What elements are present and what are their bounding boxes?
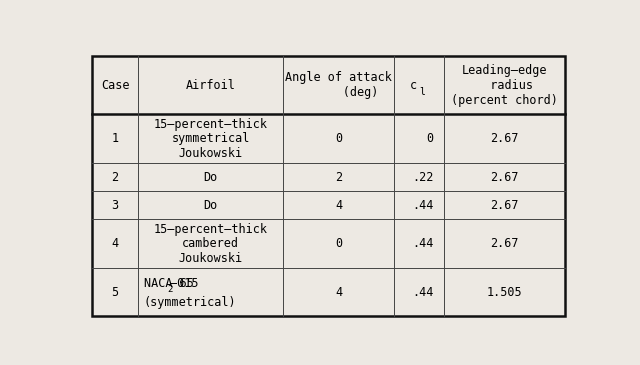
Text: .22: .22 xyxy=(412,170,433,184)
Text: 0: 0 xyxy=(335,237,342,250)
Text: 2: 2 xyxy=(167,285,173,293)
Text: 4: 4 xyxy=(335,286,342,299)
Text: .44: .44 xyxy=(412,199,433,212)
Text: NACA 65: NACA 65 xyxy=(143,277,193,290)
Text: 1.505: 1.505 xyxy=(487,286,522,299)
Text: Airfoil: Airfoil xyxy=(186,79,236,92)
Text: l: l xyxy=(419,87,425,97)
Text: 4: 4 xyxy=(111,237,118,250)
Text: 2.67: 2.67 xyxy=(490,237,519,250)
Text: cambered: cambered xyxy=(182,237,239,250)
Text: Do: Do xyxy=(204,199,218,212)
Text: 0: 0 xyxy=(426,132,433,145)
Text: 4: 4 xyxy=(335,199,342,212)
Text: Joukowski: Joukowski xyxy=(179,147,243,160)
Text: Angle of attack
      (deg): Angle of attack (deg) xyxy=(285,72,392,99)
Text: 2.67: 2.67 xyxy=(490,170,519,184)
Text: 2.67: 2.67 xyxy=(490,199,519,212)
Text: Case: Case xyxy=(100,79,129,92)
Text: 2: 2 xyxy=(335,170,342,184)
Text: c: c xyxy=(410,79,417,92)
Text: Do: Do xyxy=(204,170,218,184)
Text: Leading–edge
  radius
(percent chord): Leading–edge radius (percent chord) xyxy=(451,64,558,107)
Text: .44: .44 xyxy=(412,237,433,250)
Text: 15–percent–thick: 15–percent–thick xyxy=(154,223,268,235)
Text: –015: –015 xyxy=(170,277,199,290)
Text: 2.67: 2.67 xyxy=(490,132,519,145)
Text: .44: .44 xyxy=(412,286,433,299)
Text: 0: 0 xyxy=(335,132,342,145)
Text: 15–percent–thick: 15–percent–thick xyxy=(154,118,268,131)
Text: Joukowski: Joukowski xyxy=(179,251,243,265)
Text: 1: 1 xyxy=(111,132,118,145)
Text: 3: 3 xyxy=(111,199,118,212)
Text: 5: 5 xyxy=(111,286,118,299)
Text: (symmetrical): (symmetrical) xyxy=(143,296,236,309)
Text: symmetrical: symmetrical xyxy=(172,132,250,145)
Text: 2: 2 xyxy=(111,170,118,184)
